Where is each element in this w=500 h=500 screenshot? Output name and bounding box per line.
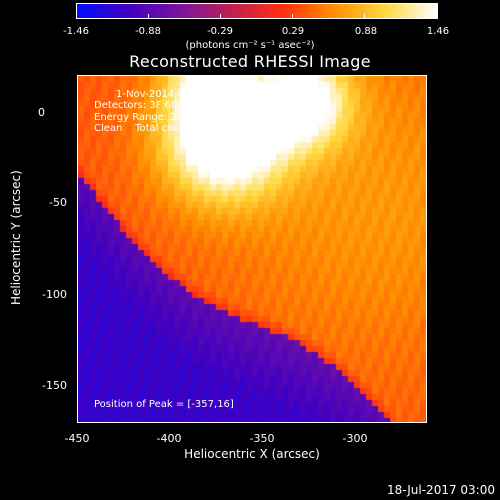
y-tick-label: 0 xyxy=(38,106,45,119)
colorbar-tick-label: -0.29 xyxy=(207,26,233,37)
y-tick-label: -150 xyxy=(42,379,67,392)
y-tick-label: -50 xyxy=(49,196,67,209)
y-axis-label: Heliocentric Y (arcsec) xyxy=(9,170,23,305)
colorbar-tick-mark xyxy=(364,14,365,18)
detectors-info: Detectors: 3F 6F 9F, Att 0 xyxy=(94,100,223,111)
colorbar xyxy=(76,3,438,19)
colorbar-tick-mark xyxy=(76,14,77,18)
y-tick-label: -100 xyxy=(42,288,67,301)
image-plot-area: 1-Nov-2014 00:21:24.000 to 00:31:24.000 … xyxy=(77,75,427,423)
render-timestamp: 18-Jul-2017 03:00 xyxy=(386,483,495,497)
colorbar-tick-label: -0.88 xyxy=(135,26,161,37)
colorbar-tick-mark xyxy=(148,14,149,18)
total-counts-info: Clean Total counts: 1.28E+05 xyxy=(94,123,252,134)
x-tick-label: -400 xyxy=(156,432,182,445)
x-tick-label: -300 xyxy=(342,432,368,445)
x-tick-label: -350 xyxy=(249,432,275,445)
colorbar-tick-mark xyxy=(220,14,221,18)
colorbar-units-label: (photons cm⁻² s⁻¹ asec⁻²) xyxy=(185,40,315,51)
observation-time-range: 1-Nov-2014 00:21:24.000 to 00:31:24.000 xyxy=(116,89,329,100)
colorbar-tick-label: 1.46 xyxy=(426,26,450,37)
colorbar-tick-mark xyxy=(292,14,293,18)
colorbar-tick-label: 0.29 xyxy=(281,26,305,37)
colorbar-tick-label: 0.88 xyxy=(354,26,378,37)
energy-range-info: Energy Range: 3.0 - 6.0 keV xyxy=(94,112,234,123)
colorbar-tick-mark xyxy=(436,14,437,18)
colorbar-tick-label: -1.46 xyxy=(63,26,89,37)
plot-title: Reconstructed RHESSI Image xyxy=(129,52,371,71)
peak-position-label: Position of Peak = [-357,16] xyxy=(94,399,234,410)
rhessi-heatmap-image xyxy=(78,76,426,422)
x-axis-label: Heliocentric X (arcsec) xyxy=(184,447,320,461)
x-tick-label: -450 xyxy=(64,432,90,445)
